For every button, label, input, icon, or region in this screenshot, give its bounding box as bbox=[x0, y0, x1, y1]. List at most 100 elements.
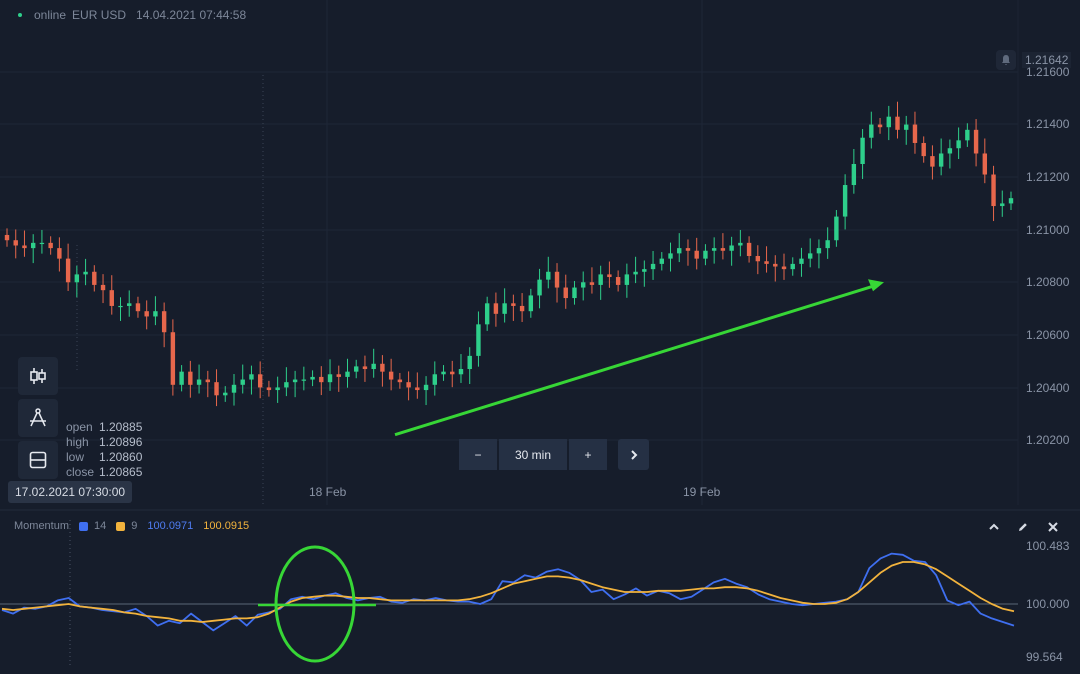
remove-indicator-button[interactable] bbox=[1045, 519, 1061, 535]
instrument-header: online EUR USD 14.04.2021 07:44:58 bbox=[18, 8, 246, 22]
momentum-color-swatch bbox=[79, 521, 89, 531]
layout-tool-button[interactable] bbox=[18, 441, 58, 479]
candle-body bbox=[57, 248, 62, 259]
trend-arrow bbox=[394, 283, 877, 437]
candle-body bbox=[694, 250, 699, 259]
candle-body bbox=[39, 242, 45, 245]
close-value: 1.20865 bbox=[99, 465, 143, 479]
candle-body bbox=[685, 248, 691, 251]
candle-body bbox=[362, 366, 368, 370]
candle-body bbox=[781, 266, 787, 270]
candle-body bbox=[519, 305, 525, 312]
candle-body bbox=[851, 164, 857, 186]
price-tick-label: 1.20400 bbox=[1026, 381, 1070, 395]
drawing-icon bbox=[30, 408, 46, 427]
zoom-in-button[interactable]: + bbox=[569, 439, 607, 470]
candle-body bbox=[546, 271, 551, 280]
price-tick-label: 1.21000 bbox=[1026, 223, 1070, 237]
candle-body bbox=[397, 379, 403, 383]
open-label: open bbox=[66, 420, 93, 434]
candle-body bbox=[965, 129, 970, 141]
candle-body bbox=[642, 269, 647, 272]
low-value: 1.20860 bbox=[99, 450, 143, 464]
candle-body bbox=[450, 371, 455, 375]
candle-body bbox=[650, 263, 656, 270]
candle-body bbox=[615, 277, 621, 285]
candle-body bbox=[816, 248, 822, 254]
candle-body bbox=[921, 142, 926, 157]
candle-body bbox=[877, 124, 883, 128]
candle-body bbox=[83, 271, 88, 275]
candle-body bbox=[301, 379, 307, 381]
edit-indicator-button[interactable] bbox=[1015, 519, 1031, 535]
candle-body bbox=[886, 116, 891, 128]
zoom-out-button[interactable]: − bbox=[459, 439, 497, 470]
candle-body bbox=[196, 379, 202, 385]
candle-body bbox=[127, 303, 132, 306]
candle-body bbox=[659, 258, 664, 264]
candle-body bbox=[677, 248, 682, 254]
candle-body bbox=[982, 153, 988, 175]
trend-arrow-head bbox=[868, 279, 884, 292]
collapse-panel-button[interactable] bbox=[986, 519, 1002, 535]
candle-body bbox=[572, 287, 577, 299]
scroll-right-button[interactable] bbox=[618, 439, 649, 470]
candle-body bbox=[380, 363, 385, 372]
price-tick-label: 1.20800 bbox=[1026, 275, 1070, 289]
chevron-right-icon bbox=[630, 449, 637, 460]
candle-body bbox=[581, 282, 586, 288]
candle-body bbox=[441, 371, 446, 375]
candle-body bbox=[633, 271, 638, 275]
candle-body bbox=[764, 261, 769, 264]
candle-body bbox=[755, 256, 761, 262]
high-value: 1.20896 bbox=[99, 435, 143, 449]
momentum-axis-label: 99.564 bbox=[1026, 650, 1063, 664]
candles-icon bbox=[30, 368, 46, 384]
bell-icon[interactable] bbox=[996, 50, 1016, 70]
candles-tool-button[interactable] bbox=[18, 357, 58, 395]
timeframe-control: − 30 min + bbox=[459, 439, 607, 470]
candle-body bbox=[484, 303, 490, 325]
candle-body bbox=[895, 116, 900, 130]
candle-body bbox=[354, 366, 359, 372]
x-tick-label: 18 Feb bbox=[309, 485, 347, 499]
candle-body bbox=[100, 284, 106, 291]
candle-body bbox=[476, 324, 481, 356]
candle-body bbox=[537, 279, 542, 296]
drawing-tool-button[interactable] bbox=[18, 399, 58, 437]
momentum-title: Momentum bbox=[14, 520, 70, 532]
candle-body bbox=[345, 371, 350, 377]
candle-body bbox=[729, 245, 734, 251]
momentum-value: 100.0971 bbox=[147, 520, 194, 532]
candle-body bbox=[30, 242, 36, 249]
layout-icon bbox=[29, 451, 47, 469]
signal-line bbox=[1, 561, 1015, 623]
candle-body bbox=[74, 274, 80, 283]
signal-period: 9 bbox=[131, 520, 138, 532]
candle-body bbox=[92, 271, 97, 285]
candle-body bbox=[458, 369, 464, 375]
candle-body bbox=[257, 374, 263, 388]
candle-body bbox=[327, 374, 333, 383]
candle-body bbox=[904, 124, 909, 130]
candle-body bbox=[1000, 203, 1005, 207]
candle-body bbox=[144, 311, 149, 317]
candle-body bbox=[773, 263, 778, 267]
timeframe-label[interactable]: 30 min bbox=[499, 439, 567, 470]
candle-body bbox=[179, 371, 184, 385]
candle-body bbox=[991, 174, 996, 207]
candle-body bbox=[170, 332, 176, 385]
momentum-line bbox=[1, 552, 1015, 632]
candle-body bbox=[799, 258, 804, 264]
candle-body bbox=[388, 371, 394, 380]
candle-body bbox=[266, 387, 272, 391]
candle-body bbox=[319, 376, 324, 383]
price-tick-label: 1.21400 bbox=[1026, 117, 1070, 131]
candle-body bbox=[214, 382, 219, 396]
close-label: close bbox=[66, 465, 95, 479]
candle-body bbox=[22, 245, 27, 249]
candle-body bbox=[703, 250, 708, 259]
candle-body bbox=[711, 248, 717, 251]
candle-body bbox=[938, 153, 944, 167]
